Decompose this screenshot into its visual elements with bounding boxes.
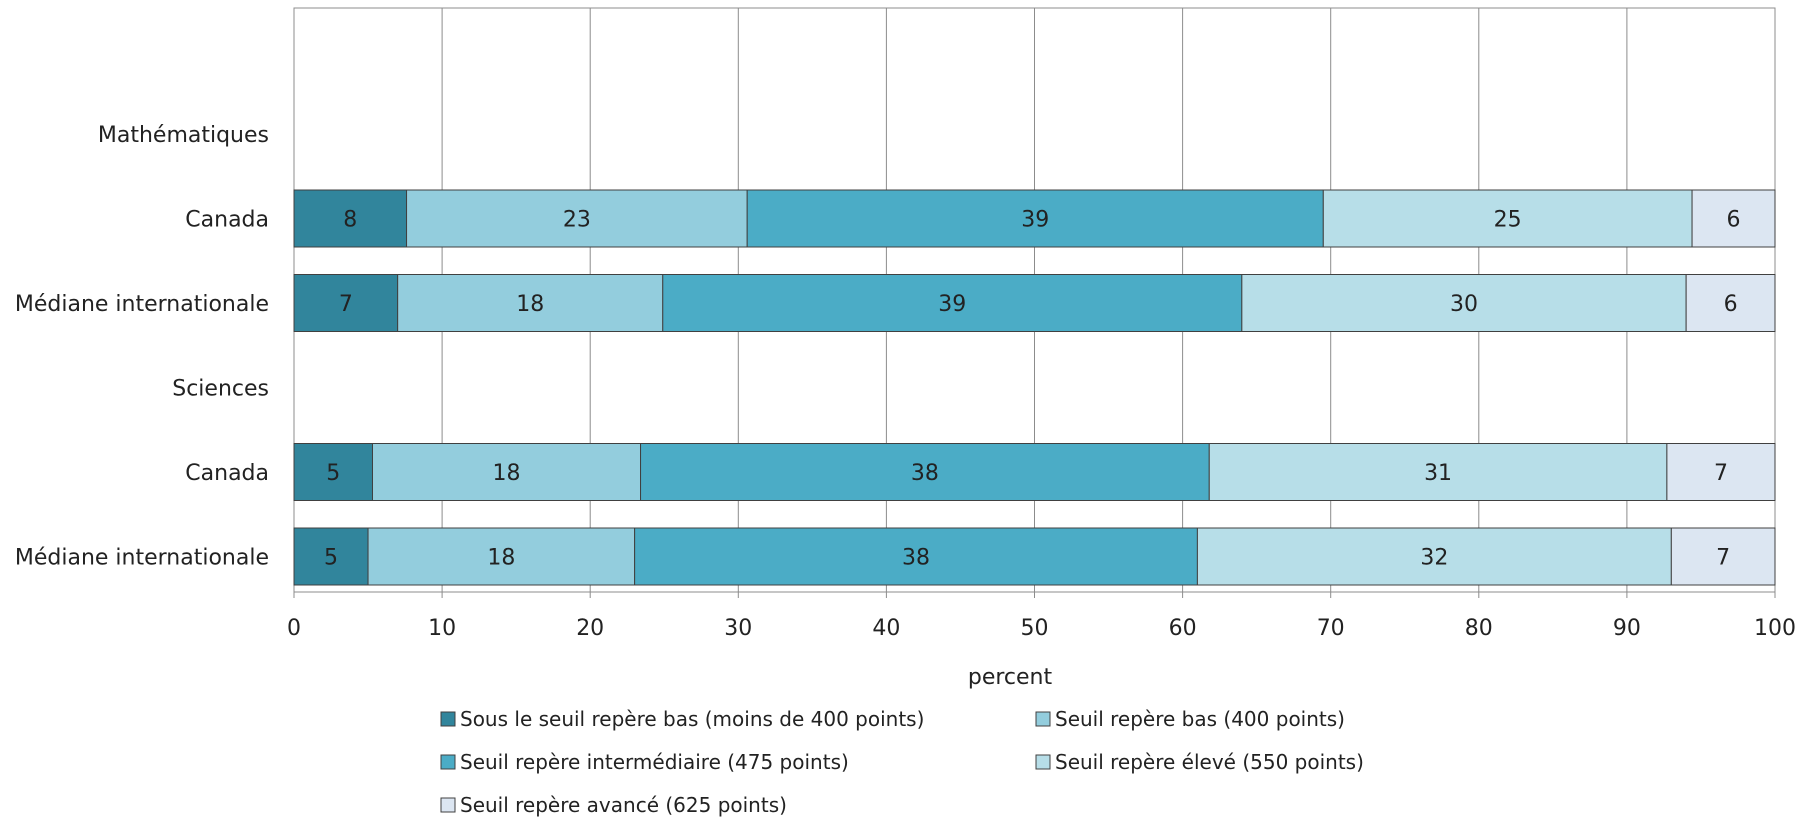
bar-data-label: 18 (516, 292, 544, 317)
legend: Sous le seuil repère bas (moins de 400 p… (440, 707, 1364, 817)
bar-data-label: 18 (493, 461, 521, 486)
x-tick-label: 40 (872, 616, 900, 641)
bar-data-label: 6 (1727, 208, 1741, 233)
legend-label: Seuil repère avancé (625 points) (460, 793, 787, 817)
legend-label: Seuil repère intermédiaire (475 points) (460, 750, 849, 774)
bar-segment (371, 443, 642, 501)
axis-layer: 0 10 20 30 40 50 60 70 80 90 100 Mathématiques Canad… (15, 123, 1796, 641)
group-header-label: Mathématiques (98, 123, 269, 148)
legend-swatch (1035, 754, 1051, 770)
bar-layer: 8 23 39 25 6 7 18 39 30 6 5 18 38 31 7 5 18 38 32 7 (293, 189, 1776, 586)
bar-data-label: 7 (1714, 461, 1728, 486)
x-tick-label: 80 (1465, 616, 1493, 641)
x-tick-label: 100 (1754, 616, 1796, 641)
bar-data-label: 7 (339, 292, 353, 317)
bar-segment (1691, 189, 1776, 248)
bar-data-label: 30 (1450, 292, 1478, 317)
legend-label: Sous le seuil repère bas (moins de 400 p… (460, 707, 924, 731)
legend-swatch (1035, 711, 1051, 727)
bar-segment (746, 189, 1324, 248)
legend-swatch (440, 711, 456, 727)
bar-data-label: 39 (938, 292, 966, 317)
x-axis-title: percent (968, 665, 1053, 690)
x-tick-label: 50 (1021, 616, 1049, 641)
category-label: Médiane internationale (15, 292, 269, 317)
bar-segment (1208, 443, 1668, 501)
bar-segment (662, 274, 1243, 332)
bar-segment (1685, 274, 1776, 332)
x-tick-label: 20 (576, 616, 604, 641)
category-label: Médiane internationale (15, 546, 269, 571)
legend-label: Seuil repère bas (400 points) (1055, 707, 1345, 731)
category-label: Canada (185, 461, 269, 486)
bar-segment (1666, 443, 1776, 501)
bar-data-label: 7 (1716, 546, 1730, 571)
bar-data-label: 39 (1021, 208, 1049, 233)
x-tick-label: 90 (1613, 616, 1641, 641)
bar-segment (397, 274, 664, 332)
bar-segment (293, 189, 408, 248)
x-tick-label: 0 (287, 616, 301, 641)
bar-segment (293, 274, 399, 332)
bar-data-label: 38 (911, 461, 939, 486)
bar-data-label: 6 (1724, 292, 1738, 317)
legend-swatch (440, 754, 456, 770)
bar-segment (1670, 527, 1776, 586)
bar-data-label: 8 (343, 208, 357, 233)
bar-data-label: 32 (1420, 546, 1448, 571)
legend-swatch (440, 797, 456, 813)
x-tick-label: 70 (1317, 616, 1345, 641)
bar-data-label: 18 (487, 546, 515, 571)
bar-data-label: 5 (324, 546, 338, 571)
bar-segment (634, 527, 1198, 586)
group-header-label: Sciences (172, 377, 269, 402)
bar-data-label: 38 (902, 546, 930, 571)
x-tick-label: 60 (1169, 616, 1197, 641)
bar-data-label: 31 (1424, 461, 1452, 486)
bar-data-label: 5 (326, 461, 340, 486)
x-tick-label: 10 (428, 616, 456, 641)
x-tick-label: 30 (724, 616, 752, 641)
bar-segment (293, 443, 373, 501)
bar-segment (1241, 274, 1687, 332)
bar-segment (367, 527, 636, 586)
bar-segment (640, 443, 1210, 501)
legend-label: Seuil repère élevé (550 points) (1055, 750, 1364, 774)
category-label: Canada (185, 208, 269, 233)
bar-data-label: 25 (1494, 208, 1522, 233)
bar-data-label: 23 (563, 208, 591, 233)
bar-segment (293, 527, 369, 586)
